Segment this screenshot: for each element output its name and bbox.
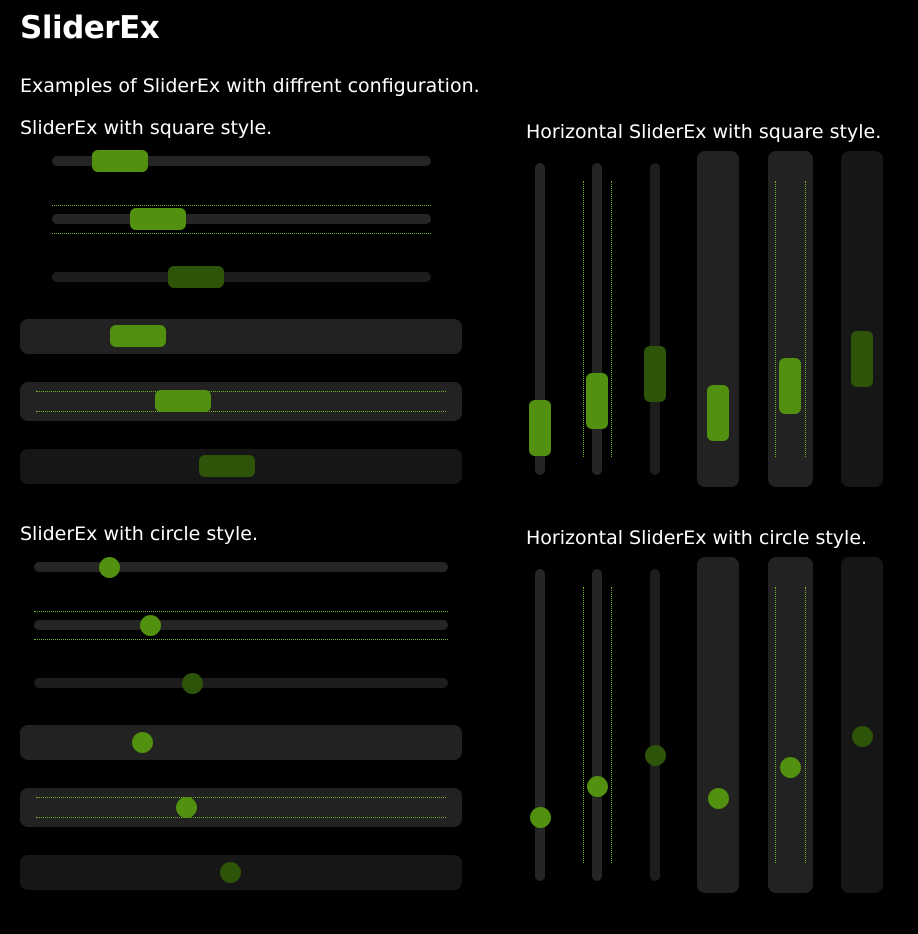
slider-thumb[interactable] [707,787,729,809]
slider-track [34,620,448,630]
slider-thumb[interactable] [131,731,153,753]
square-vertical-slider-5[interactable] [767,151,813,487]
slider-track [592,569,602,881]
circle-vertical-slider-1[interactable] [529,569,551,881]
square-vertical-section-label: Horizontal SliderEx with square style. [526,121,882,143]
square-vertical-slider-2[interactable] [583,163,612,475]
slider-thumb[interactable] [779,756,801,778]
slider-thumb[interactable] [529,806,551,828]
slider-panel [20,787,462,827]
slider-thumb[interactable] [110,325,167,347]
slider-thumb[interactable] [154,390,211,412]
square-horizontal-slider-3 [52,266,431,288]
slider-thumb[interactable] [586,373,608,429]
square-vertical-slider-6 [841,151,883,487]
slider-thumb [644,744,666,766]
circle-section-label: SliderEx with circle style. [20,523,258,545]
square-vertical-slider-4[interactable] [697,151,739,487]
tick-line-bottom [36,411,446,412]
square-horizontal-slider-4[interactable] [20,318,462,354]
tick-line-bottom [34,639,448,640]
square-horizontal-slider-6 [20,448,462,484]
tick-line-top [36,391,446,392]
slider-panel [841,151,883,487]
slider-thumb[interactable] [91,150,148,172]
circle-vertical-slider-5[interactable] [767,557,813,893]
tick-line-top [36,797,446,798]
circle-horizontal-slider-1[interactable] [34,556,448,578]
tick-line-right [611,587,612,863]
slider-thumb[interactable] [98,556,120,578]
circle-vertical-slider-2[interactable] [583,569,612,881]
circle-vertical-slider-3 [644,569,666,881]
slider-thumb[interactable] [129,208,186,230]
slider-panel [20,724,462,760]
slider-thumb [851,725,873,747]
slider-thumb [644,346,666,402]
tick-line-left [583,587,584,863]
slider-thumb [851,331,873,387]
circle-horizontal-slider-5[interactable] [20,787,462,827]
slider-track [592,163,602,475]
slider-thumb[interactable] [529,400,551,456]
slider-thumb [167,266,224,288]
tick-line-left [583,181,584,457]
circle-vertical-section-label: Horizontal SliderEx with circle style. [526,527,868,549]
tick-line-left [775,587,776,863]
tick-line-left [775,181,776,457]
slider-panel [697,557,739,893]
slider-track [52,214,431,224]
circle-horizontal-slider-2[interactable] [34,611,448,640]
tick-line-right [805,181,806,457]
slider-track [34,562,448,572]
slider-panel [20,381,462,421]
circle-horizontal-slider-4[interactable] [20,724,462,760]
slider-thumb [220,861,242,883]
tick-line-top [34,611,448,612]
slider-thumb[interactable] [140,614,162,636]
square-horizontal-slider-1[interactable] [52,150,431,172]
square-horizontal-slider-2[interactable] [52,205,431,234]
tick-line-right [611,181,612,457]
slider-panel [20,318,462,354]
slider-track [535,163,545,475]
slider-track [52,156,431,166]
tick-line-bottom [36,817,446,818]
slider-thumb[interactable] [779,358,801,414]
circle-vertical-slider-6 [841,557,883,893]
slider-thumb[interactable] [176,796,198,818]
slider-track [34,678,448,688]
square-horizontal-slider-5[interactable] [20,381,462,421]
slider-thumb [181,672,203,694]
slider-track [650,163,660,475]
slider-track [535,569,545,881]
slider-thumb[interactable] [707,385,729,441]
circle-horizontal-slider-6 [20,854,462,890]
tick-line-right [805,587,806,863]
slider-track [52,272,431,282]
slider-thumb[interactable] [586,775,608,797]
square-section-label: SliderEx with square style. [20,117,273,139]
circle-vertical-slider-4[interactable] [697,557,739,893]
page-title: SliderEx [20,10,160,46]
tick-line-top [52,205,431,206]
slider-thumb [198,455,255,477]
circle-horizontal-slider-3 [34,672,448,694]
square-vertical-slider-3 [644,163,666,475]
slider-panel [841,557,883,893]
square-vertical-slider-1[interactable] [529,163,551,475]
page-subtitle: Examples of SliderEx with diffrent confi… [20,75,480,97]
slider-track [650,569,660,881]
tick-line-bottom [52,233,431,234]
